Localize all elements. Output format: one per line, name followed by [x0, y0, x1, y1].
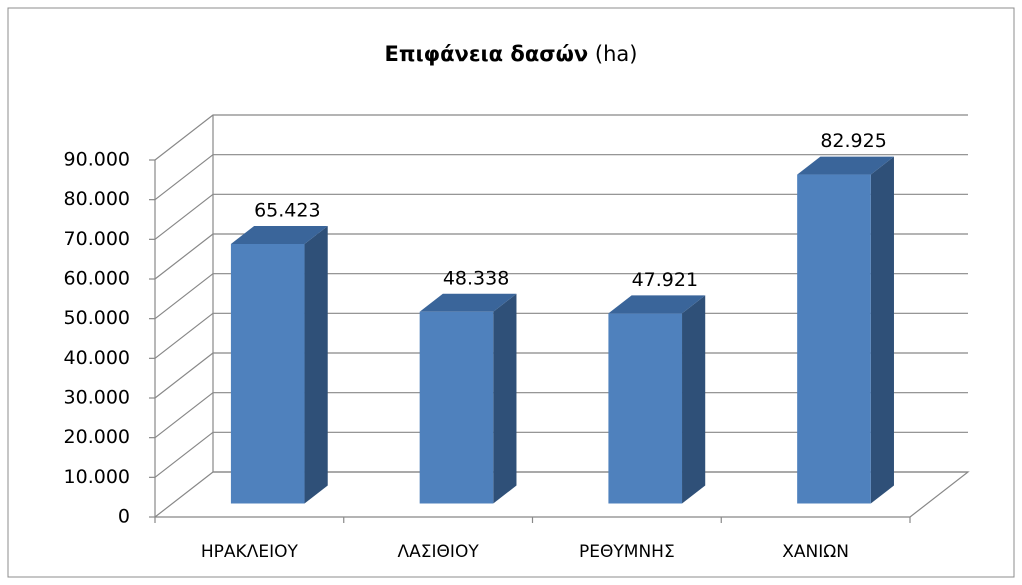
y-tick-label: 20.000: [64, 426, 130, 448]
bar: [230, 243, 305, 504]
x-tick-label: ΡΕΘΥΜΝΗΣ: [579, 542, 675, 562]
grid-line: [154, 312, 968, 359]
y-tick-label: 30.000: [64, 387, 130, 409]
y-tick-label: 90.000: [64, 149, 130, 171]
grid-line: [154, 471, 968, 518]
grid-line: [154, 431, 968, 478]
value-label: 47.921: [632, 269, 698, 291]
bar-side: [304, 225, 328, 504]
bar: [797, 174, 871, 504]
bar-top: [419, 293, 517, 312]
x-tick-label: ΗΡΑΚΛΕΙΟΥ: [201, 542, 299, 562]
bar-side: [682, 295, 706, 504]
y-tick-label: 0: [118, 506, 130, 528]
bar: [608, 313, 683, 504]
y-tick-label: 50.000: [64, 307, 130, 329]
grid-line: [154, 233, 968, 280]
bar-top: [608, 295, 706, 314]
value-label: 48.338: [443, 267, 509, 289]
bar-top: [797, 156, 894, 175]
title-main: Επιφάνεια δασών: [385, 42, 589, 66]
value-label: 65.423: [254, 199, 320, 221]
bar-side: [493, 293, 517, 504]
y-tick-label: 10.000: [64, 466, 130, 488]
value-label: 82.925: [820, 130, 886, 152]
grid-line: [154, 273, 968, 320]
title-unit: (ha): [595, 42, 638, 66]
bar-top: [230, 225, 328, 244]
bar: [419, 311, 494, 504]
y-tick-label: 60.000: [64, 268, 130, 290]
grid-line: [154, 154, 968, 201]
bar-side: [870, 156, 894, 504]
grid-line: [154, 392, 968, 439]
grid-line: [154, 193, 968, 240]
x-tick-label: ΛΑΣΙΘΙΟΥ: [398, 542, 480, 562]
chart-title: Επιφάνεια δασών (ha): [385, 42, 638, 66]
grid-line: [154, 352, 968, 399]
grid-line: [154, 114, 968, 161]
y-tick-label: 70.000: [64, 228, 130, 250]
y-tick-label: 80.000: [64, 188, 130, 210]
y-tick-label: 40.000: [64, 347, 130, 369]
x-tick-label: ΧΑΝΙΩΝ: [782, 542, 849, 562]
